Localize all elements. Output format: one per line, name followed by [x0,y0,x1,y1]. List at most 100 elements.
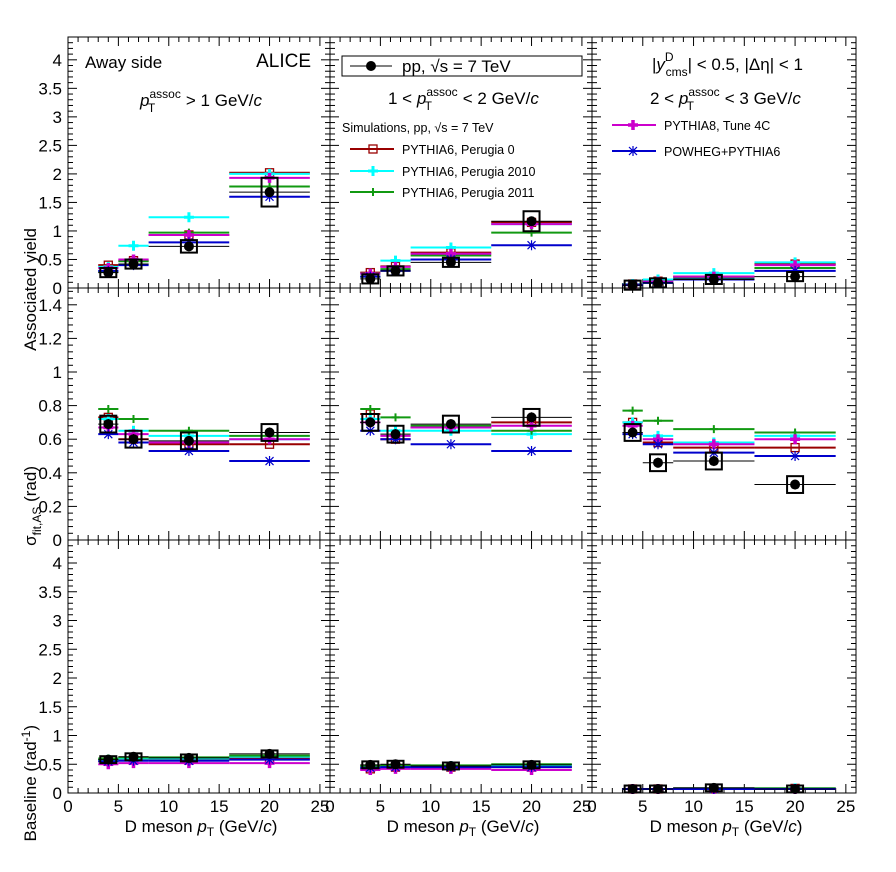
marker-plus [654,416,662,425]
y-tick-label: 1.5 [38,698,62,717]
x-tick-label: 25 [836,797,855,816]
data-point [790,783,801,794]
legend-data-marker [366,61,376,71]
legend-sim-header: Simulations, pp, √s = 7 TeV [342,121,494,135]
legend-entry-perugia2010: PYTHIA6, Perugia 2010 [350,165,535,179]
data-point [183,241,194,252]
series-powheg [98,429,310,467]
data-point [627,783,638,794]
y-tick-label: 0.5 [38,250,62,269]
panel-series [622,782,836,794]
marker-square [368,144,378,154]
y-tick-label: 3.5 [38,583,62,602]
data-point [103,419,114,430]
x-tick-label: 10 [684,797,703,816]
data-point [264,427,275,438]
data-point [390,265,401,276]
x-axis-label: D meson pT (GeV/c) [387,817,540,839]
series-data [98,176,310,279]
data-point [128,259,139,270]
x-tick-label: 20 [522,797,541,816]
marker-asterisk [527,240,536,251]
legend-data-box [341,55,583,77]
data-syst-box [522,407,541,427]
legend: pp, √s = 7 TeV Simulations, pp, √s = 7 Te… [341,55,780,200]
data-point [708,782,719,793]
data-syst-box [179,239,198,254]
legend-entry-powheg: POWHEG+PYTHIA6 [612,145,780,159]
panel-frame [591,287,857,541]
marker-cross [183,212,194,223]
x-axis-label: D meson pT (GeV/c) [125,817,278,839]
legend-data-label: pp, √s = 7 TeV [402,57,511,76]
panel-series [622,257,836,291]
y-tick-label: 0 [53,531,62,550]
x-tick-label: 5 [638,797,647,816]
y-axis-label: Baseline (rad-1) [19,725,40,842]
data-syst-box [386,424,405,444]
data-point [627,280,638,291]
x-axis-label: D meson pT (GeV/c) [650,817,803,839]
data-point [526,412,537,423]
x-tick-label: 5 [114,797,123,816]
data-point [103,754,114,765]
legend-label: PYTHIA6, Perugia 0 [402,143,515,157]
data-point [390,429,401,440]
y-tick-label: 1 [53,222,62,241]
y-tick-label: 1 [53,363,62,382]
y-tick-label: 1.5 [38,193,62,212]
y-tick-label: 0 [53,279,62,298]
y-tick-label: 0.6 [38,430,62,449]
x-tick-label: 10 [421,797,440,816]
panel-series [98,748,310,770]
data-syst-box [361,413,380,432]
marker-asterisk [653,439,663,450]
series-perugia2011 [622,406,836,437]
y-tick-label: 0 [53,784,62,803]
y-tick-label: 2.5 [38,640,62,659]
data-point [365,759,376,770]
marker-cross [128,240,139,251]
x-tick-label: 5 [376,797,385,816]
data-point [790,479,801,490]
legend-entry-perugia2011: PYTHIA6, Perugia 2011 [350,186,535,200]
x-tick-label: 20 [786,797,805,816]
x-tick-label: 25 [310,797,329,816]
series-data [622,423,836,494]
data-syst-box [260,176,279,208]
series-data [98,748,310,765]
marker-asterisk [446,439,456,450]
marker-plus [366,404,375,413]
marker-asterisk [265,456,274,467]
label-rapidity: |yD cms| < 0.5, |Δη| < 1 [652,50,803,79]
y-tick-label: 1.2 [38,329,62,348]
data-point [708,456,719,467]
marker-filled-cross [628,120,638,130]
panel-series [622,406,836,494]
legend-entry-perugia0: PYTHIA6, Perugia 0 [350,143,515,157]
data-point [365,417,376,428]
data-syst-box [99,414,118,434]
x-tick-label: 0 [587,797,596,816]
marker-plus [709,425,718,434]
series-data [98,414,310,451]
y-tick-label: 0.5 [38,755,62,774]
data-point [445,257,456,268]
marker-plus [369,188,377,196]
data-point [183,435,194,446]
series-data [360,210,572,285]
x-tick-label: 25 [572,797,591,816]
data-point [390,759,401,770]
legend-label: PYTHIA6, Perugia 2011 [402,186,535,200]
marker-filled-cross [708,439,719,450]
data-point [653,277,663,288]
data-syst-box [704,451,723,471]
y-axis-label: Associated yield [21,228,40,351]
data-point [790,271,801,282]
y-tick-label: 0.2 [38,497,62,516]
marker-plus [628,406,637,415]
data-point [103,267,114,278]
data-syst-box [179,431,198,451]
